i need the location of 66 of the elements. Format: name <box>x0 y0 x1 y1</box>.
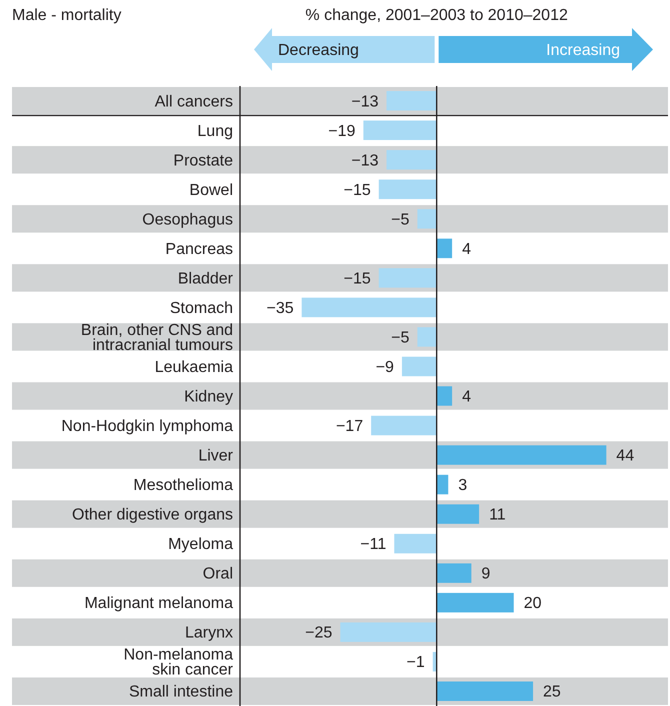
data-label: −17 <box>336 418 364 436</box>
data-label: −9 <box>376 358 394 376</box>
data-label: 4 <box>462 388 472 406</box>
text: Male - mortality <box>12 7 122 24</box>
data-label: −11 <box>360 536 386 554</box>
y-tick-label: Bowel <box>189 182 233 199</box>
bar <box>386 150 437 170</box>
y-tick-label: Kidney <box>184 388 233 406</box>
bar <box>302 298 437 318</box>
y-tick-label: Pancreas <box>165 240 233 258</box>
y-tick-label: Larynx <box>184 624 233 642</box>
data-label: 11 <box>489 506 506 524</box>
bar <box>436 386 452 406</box>
bar <box>436 474 448 494</box>
bar <box>378 268 437 288</box>
data-label: −5 <box>391 211 410 228</box>
y-tick-label: Myeloma <box>168 536 234 554</box>
data-label: −35 <box>266 300 294 317</box>
y-tick-label: Liver <box>198 448 234 465</box>
bar <box>394 534 437 554</box>
data-label: 20 <box>524 595 542 612</box>
text: Decreasing <box>278 42 359 59</box>
y-tick-label: Bladder <box>178 270 234 288</box>
bar <box>436 563 472 583</box>
data-label: −15 <box>344 182 371 199</box>
data-label: −15 <box>344 270 371 288</box>
data-label: −13 <box>351 93 379 110</box>
data-label: 4 <box>462 240 472 258</box>
y-tick-label: Prostate <box>173 152 234 170</box>
data-label: −19 <box>328 122 356 140</box>
y-tick-label: Small intestine <box>128 684 234 701</box>
chart-subtitle: % change, 2001–2003 to 2010–2012 <box>305 7 568 24</box>
bar <box>402 356 437 376</box>
y-tick-label: All cancers <box>154 93 233 110</box>
bar <box>436 592 514 612</box>
bar <box>436 238 452 258</box>
y-tick-label: Brain, other CNS and intracranial tumours <box>80 322 233 354</box>
data-label: −5 <box>391 329 410 346</box>
data-label: 9 <box>481 566 490 583</box>
y-tick-label: Other digestive organs <box>72 506 233 524</box>
y-tick-label: Non-melanoma skin cancer <box>124 646 234 679</box>
bar <box>386 91 437 111</box>
y-tick-label: Malignant melanoma <box>84 595 234 612</box>
y-tick-label: Oesophagus <box>142 211 233 228</box>
y-tick-label: Oral <box>202 566 233 583</box>
bar <box>436 681 534 701</box>
bar <box>417 209 437 229</box>
bar <box>436 445 606 465</box>
y-tick-label: Mesothelioma <box>133 477 234 494</box>
bar <box>363 120 437 140</box>
text: Increasing <box>546 42 620 59</box>
y-tick-label: Non-Hodgkin lymphoma <box>61 418 234 436</box>
bar <box>340 622 437 642</box>
bar <box>371 416 437 436</box>
data-label: −1 <box>406 654 425 672</box>
bar <box>378 180 437 200</box>
data-label: −13 <box>351 152 379 170</box>
y-tick-label: Leukaemia <box>154 358 234 376</box>
bar <box>417 327 437 347</box>
y-tick-label: Stomach <box>170 300 233 317</box>
data-label: 25 <box>543 684 561 701</box>
data-label: −25 <box>305 624 332 642</box>
bar <box>436 504 480 524</box>
data-label: 44 <box>616 448 634 465</box>
data-label: 3 <box>458 477 468 494</box>
y-tick-label: Lung <box>197 122 233 140</box>
